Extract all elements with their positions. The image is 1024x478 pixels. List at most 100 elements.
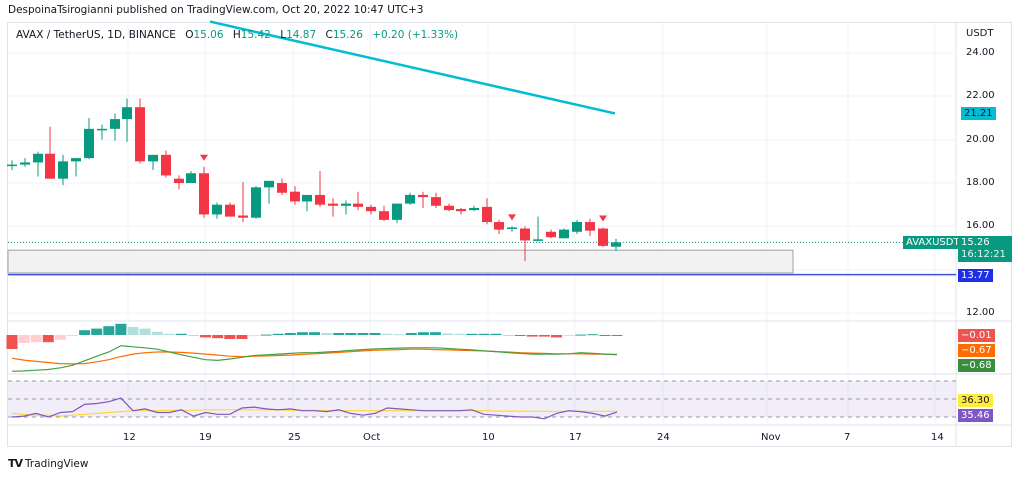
macd-histogram-bar	[284, 333, 296, 335]
candle-body	[277, 183, 287, 193]
candle-body	[302, 194, 312, 202]
candle-body	[328, 203, 338, 206]
support-price-tag: 13.77	[958, 269, 993, 282]
macd-histogram-bar	[91, 328, 103, 335]
macd-histogram-bar	[369, 333, 381, 335]
macd-histogram-bar	[321, 333, 333, 335]
macd-histogram-bar	[151, 331, 163, 335]
macd-histogram-bar	[393, 334, 405, 336]
macd-histogram-bar	[454, 333, 466, 335]
candle-body	[225, 204, 235, 217]
macd-histogram-bar	[224, 335, 236, 339]
macd-histogram-bar	[54, 335, 66, 340]
candle-body	[251, 187, 261, 218]
macd-histogram-bar	[490, 333, 502, 335]
macd-histogram-bar	[575, 334, 587, 336]
macd-histogram-bar	[345, 333, 357, 335]
publisher-line: DespoinaTsirogianni published on Trading…	[8, 4, 424, 16]
macd-histogram-bar	[587, 334, 599, 336]
tradingview-logo[interactable]: TV TradingView	[8, 457, 88, 470]
last-price-tag: 15.26 16:12:21	[958, 236, 1012, 262]
candle-body	[341, 203, 351, 206]
bar-countdown: 16:12:21	[961, 249, 1006, 260]
chart-frame[interactable]	[7, 22, 1012, 447]
macd-histogram-bar	[175, 333, 187, 335]
time-tick: 19	[199, 432, 212, 443]
symbol-name-tag: AVAXUSDT	[903, 236, 963, 249]
candle-body	[559, 229, 569, 239]
price-tick: 18.00	[966, 177, 995, 188]
candle-body	[444, 205, 454, 211]
range-box	[7, 249, 794, 274]
trendline-price-tag: 21.21	[961, 107, 996, 120]
candle-body	[611, 242, 621, 247]
candle-body	[366, 206, 376, 212]
macd-histogram-bar	[405, 333, 417, 335]
macd-histogram-bar	[442, 333, 454, 335]
time-tick: Nov	[761, 432, 781, 443]
macd-histogram-bar	[526, 335, 538, 337]
tradingview-logo-icon: TV	[8, 457, 23, 470]
candle-body	[122, 107, 132, 120]
macd-histogram-bar	[430, 332, 441, 335]
candle-body	[392, 203, 402, 220]
macd-histogram-bar	[163, 333, 175, 335]
candle-body	[71, 158, 81, 162]
price-tick: 22.00	[966, 90, 995, 101]
macd-histogram-bar	[357, 333, 369, 335]
time-tick: 14	[931, 432, 944, 443]
change-value: +0.20 (+1.33%)	[372, 29, 459, 41]
candle-body	[379, 211, 389, 220]
sell-signal-arrow-icon	[508, 214, 516, 221]
macd-histogram-bar	[538, 335, 550, 337]
candle-body	[290, 191, 300, 202]
rsi-value-tag: 35.46	[958, 409, 993, 422]
macd-histogram-bar	[611, 335, 623, 336]
price-tick: 12.00	[966, 307, 995, 318]
candle-body	[212, 204, 222, 215]
candle-body	[135, 107, 145, 162]
macd-histogram-bar	[309, 332, 320, 335]
macd-histogram-bar	[514, 335, 526, 336]
candle-body	[431, 197, 441, 206]
candle-body	[315, 194, 325, 205]
candle-body	[174, 178, 184, 184]
macd-histogram-bar	[599, 335, 611, 336]
macd-histogram-bar	[42, 335, 54, 343]
trendline	[209, 20, 616, 115]
candle-body	[546, 231, 556, 238]
sell-signal-arrow-icon	[200, 154, 208, 161]
macd-histogram-bar	[417, 332, 429, 335]
macd-line-tag: −0.68	[958, 359, 995, 372]
time-tick: 12	[123, 432, 136, 443]
macd-histogram-bar	[272, 333, 284, 335]
candle-body	[533, 239, 543, 241]
macd-histogram-bar	[551, 335, 562, 338]
candle-body	[469, 207, 479, 211]
time-tick: Oct	[363, 432, 381, 443]
time-tick: 10	[482, 432, 495, 443]
candle-body	[353, 203, 363, 207]
macd-signal-tag: −0.67	[958, 344, 995, 357]
macd-histogram-bar	[333, 333, 345, 335]
macd-histogram-bar	[200, 335, 212, 338]
candle-body	[520, 228, 530, 241]
currency-label: USDT	[966, 28, 994, 39]
candle-body	[148, 154, 158, 162]
time-tick: 7	[844, 432, 851, 443]
candle-body	[572, 222, 582, 232]
macd-histogram-bar	[18, 335, 30, 343]
rsi-line	[11, 397, 618, 420]
close-value: 15.26	[332, 29, 363, 41]
candle-body	[199, 173, 209, 215]
price-tick: 16.00	[966, 220, 995, 231]
candle-body	[405, 194, 415, 204]
time-tick: 25	[288, 432, 301, 443]
macd-line	[11, 345, 618, 372]
rsi-ma-tag: 36.30	[958, 394, 993, 407]
macd-histogram-bar	[296, 332, 308, 335]
candle-body	[238, 215, 248, 218]
symbol-title: AVAX / TetherUS, 1D, BINANCE	[16, 29, 176, 41]
macd-histogram-bar	[248, 335, 260, 337]
